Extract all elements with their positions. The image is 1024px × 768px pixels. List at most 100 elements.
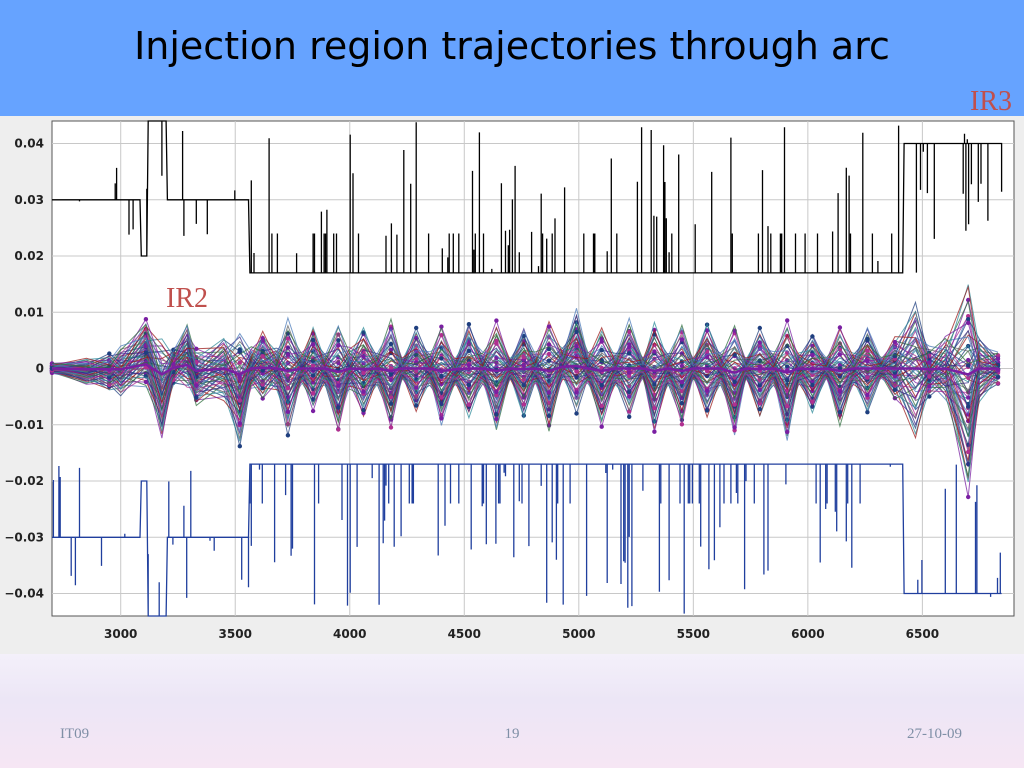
- trajectory-point: [652, 429, 657, 434]
- trajectory-point: [439, 333, 444, 338]
- trajectory-point: [837, 325, 843, 330]
- trajectory-point: [466, 322, 472, 327]
- trajectory-point: [494, 389, 499, 395]
- trajectory-point: [414, 403, 419, 408]
- trajectory-point: [599, 347, 604, 353]
- trajectory-point: [627, 329, 632, 334]
- trajectory-point: [237, 349, 242, 354]
- trajectory-point: [865, 392, 870, 398]
- trajectory-point: [574, 344, 579, 349]
- trajectory-point: [439, 374, 444, 379]
- trajectory-point: [865, 336, 870, 342]
- chart-panel: 3000 3500 4000 4500 5000 5500 6000 6500 0.04 0.03…: [0, 116, 1024, 654]
- trajectory-point: [494, 318, 499, 323]
- trajectory-point: [439, 416, 444, 421]
- trajectory-point: [194, 395, 199, 400]
- trajectory-point: [865, 375, 870, 380]
- trajectory-point: [310, 380, 316, 385]
- trajectory-point: [439, 324, 444, 329]
- trajectory-point: [285, 352, 291, 357]
- y-tick-label: 0: [36, 362, 44, 376]
- trajectory-point: [704, 368, 710, 374]
- trajectory-point: [143, 350, 149, 355]
- trajectory-point: [546, 390, 552, 395]
- trajectory-point: [927, 384, 932, 389]
- trajectory-line: [51, 318, 999, 379]
- trajectory-point: [865, 348, 870, 353]
- trajectory-point: [310, 363, 316, 368]
- mean-trajectory-line: [51, 362, 998, 376]
- trajectory-point: [837, 352, 843, 357]
- y-tick-label: −0.03: [4, 530, 44, 544]
- trajectory-point: [466, 348, 472, 353]
- trajectory-point: [494, 393, 499, 398]
- trajectory-point: [704, 354, 710, 360]
- trajectory-point: [785, 404, 790, 409]
- trajectory-point: [260, 386, 265, 391]
- trajectory-point: [361, 389, 366, 394]
- trajectory-point: [388, 372, 394, 377]
- trajectory-point: [521, 383, 526, 388]
- trajectory-point: [865, 410, 870, 415]
- trajectory-point: [627, 394, 632, 399]
- trajectory-point: [546, 324, 552, 329]
- footer-date: 27-10-09: [907, 726, 962, 742]
- trajectory-point: [627, 342, 632, 347]
- trajectory-point: [466, 382, 472, 388]
- trajectory-point: [732, 425, 737, 430]
- y-tick-label: 0.01: [14, 305, 44, 319]
- trajectory-point: [494, 416, 499, 422]
- header-bar: [0, 0, 1024, 116]
- trajectory-point: [810, 372, 815, 378]
- trajectory-point: [599, 403, 604, 409]
- trajectory-point: [237, 398, 242, 403]
- trajectory-point: [837, 389, 843, 394]
- trajectory-point: [627, 373, 632, 379]
- trajectory-point: [810, 334, 815, 339]
- trajectory-point: [574, 329, 579, 335]
- trajectory-point: [439, 395, 444, 400]
- trajectory-point: [521, 402, 526, 407]
- trajectory-point: [310, 408, 316, 414]
- trajectory-point: [785, 378, 790, 383]
- trajectory-point: [466, 363, 472, 368]
- trajectory-point: [260, 336, 265, 341]
- trajectory-point: [837, 366, 843, 371]
- trajectory-point: [599, 424, 604, 429]
- x-tick-label: 6500: [906, 627, 939, 641]
- trajectory-point: [892, 339, 898, 345]
- trajectory-point: [679, 379, 685, 385]
- trajectory-point: [757, 340, 762, 345]
- trajectory-point: [388, 401, 394, 406]
- trajectory-point: [336, 405, 341, 410]
- slide-title: Injection region trajectories through ar…: [134, 24, 890, 68]
- trajectory-line: [51, 329, 999, 402]
- trajectory-point: [388, 341, 394, 347]
- y-tick-label: −0.04: [4, 587, 44, 601]
- trajectory-point: [494, 338, 499, 343]
- trajectory-point: [361, 371, 366, 376]
- x-tick-label: 5500: [677, 627, 710, 641]
- trajectory-point: [785, 318, 790, 323]
- trajectory-point: [285, 433, 291, 438]
- trajectory-point: [310, 373, 316, 378]
- trajectory-point: [785, 364, 790, 369]
- x-tick-label: 6000: [791, 627, 824, 641]
- trajectory-point: [995, 374, 1001, 379]
- trajectory-line: [51, 360, 999, 425]
- trajectory-point: [652, 349, 657, 354]
- trajectory-point: [310, 391, 316, 396]
- trajectory-point: [237, 360, 242, 365]
- trajectory-point: [336, 427, 341, 432]
- trajectory-point: [679, 401, 685, 406]
- trajectory-point: [310, 342, 316, 347]
- trajectory-point: [388, 394, 394, 400]
- trajectory-point: [757, 383, 762, 388]
- trajectory-point: [546, 413, 552, 418]
- trajectory-point: [388, 425, 394, 430]
- x-tick-label: 4500: [448, 627, 481, 641]
- trajectory-point: [837, 410, 843, 415]
- y-tick-label: −0.02: [4, 474, 44, 488]
- trajectory-point: [627, 351, 632, 356]
- y-tick-label: 0.03: [14, 193, 44, 207]
